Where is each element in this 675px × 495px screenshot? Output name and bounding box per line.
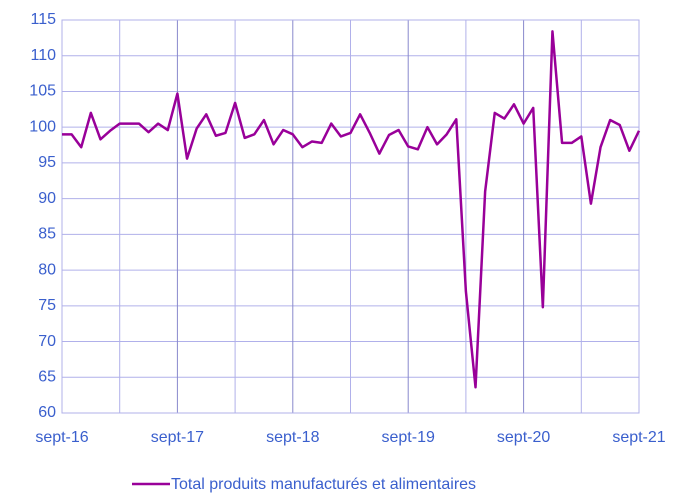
y-tick-label: 105 xyxy=(29,83,56,100)
x-tick-label: sept-19 xyxy=(382,429,435,446)
y-tick-label: 65 xyxy=(38,368,56,385)
y-tick-label: 110 xyxy=(30,47,56,64)
y-tick-label: 90 xyxy=(38,190,56,207)
y-tick-label: 95 xyxy=(38,154,56,171)
y-tick-label: 85 xyxy=(38,226,56,243)
plot-border xyxy=(61,19,640,414)
y-tick-label: 75 xyxy=(38,297,56,314)
legend-label: Total produits manufacturés et alimentai… xyxy=(171,476,476,493)
line xyxy=(62,30,641,389)
x-tick-label: sept-16 xyxy=(35,429,88,446)
y-tick-label: 115 xyxy=(30,11,56,28)
y-tick-label: 80 xyxy=(38,261,56,278)
y-tick-label: 70 xyxy=(38,333,56,350)
x-tick-label: sept-20 xyxy=(497,429,550,446)
y-tick-label: 100 xyxy=(29,118,56,135)
x-tick-label: sept-17 xyxy=(151,429,204,446)
x-tick-label: sept-18 xyxy=(266,429,319,446)
y-tick-label: 60 xyxy=(38,404,56,421)
x-tick-label: sept-21 xyxy=(612,429,665,446)
